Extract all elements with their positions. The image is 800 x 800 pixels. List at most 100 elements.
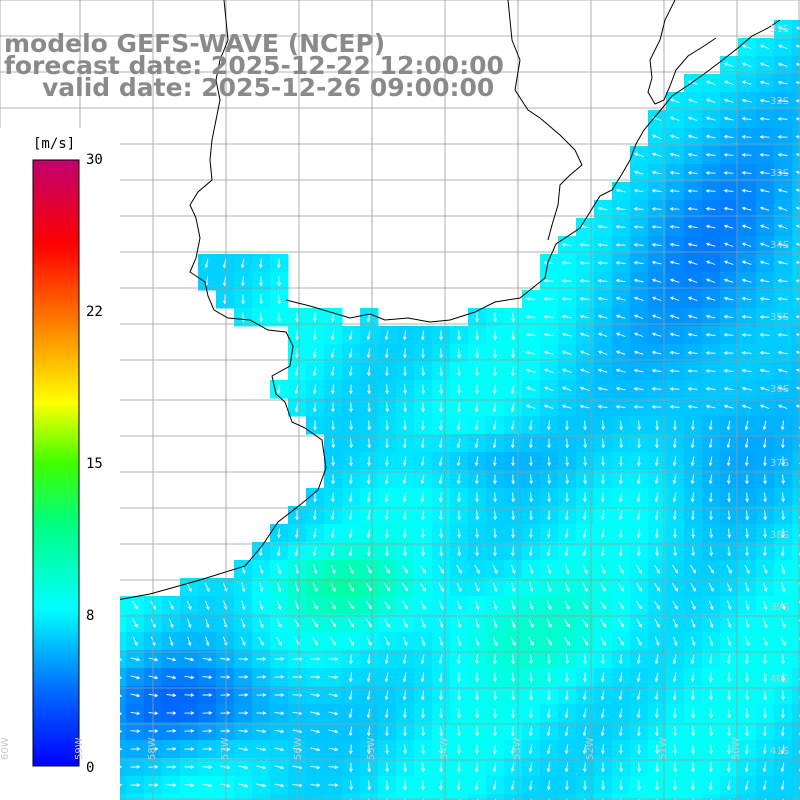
wind-arrow <box>759 170 770 175</box>
wind-arrow <box>795 314 800 319</box>
wind-arrow <box>727 744 731 755</box>
wind-arrow <box>168 600 174 610</box>
wind-arrow <box>294 402 299 413</box>
wind-arrow <box>687 314 698 319</box>
wind-arrow <box>705 296 716 301</box>
wind-arrow <box>691 744 696 755</box>
wind-arrow <box>529 582 534 593</box>
wind-arrow <box>511 510 516 521</box>
wind-arrow <box>420 654 425 665</box>
wind-arrow <box>690 672 695 683</box>
latitude-label: 38S <box>770 530 789 541</box>
wind-cell <box>324 794 343 800</box>
wind-arrow <box>777 117 788 121</box>
wind-arrow <box>691 636 696 647</box>
wind-arrow <box>781 474 786 485</box>
wind-arrow <box>597 314 608 319</box>
wind-cell <box>432 794 451 800</box>
wind-arrow <box>709 744 713 755</box>
wind-arrow <box>780 618 786 628</box>
wind-arrow <box>673 528 677 539</box>
wind-arrow <box>583 438 588 449</box>
wind-arrow <box>741 170 752 175</box>
wind-arrow <box>492 636 498 647</box>
wind-arrow <box>597 278 608 283</box>
wind-cell <box>792 398 800 417</box>
wind-arrow <box>564 726 569 737</box>
wind-arrow <box>741 296 752 301</box>
wind-arrow <box>564 690 569 701</box>
wind-arrow <box>331 420 335 431</box>
wind-arrow <box>403 546 407 557</box>
wind-arrow <box>705 369 716 373</box>
wind-arrow <box>276 636 282 646</box>
wind-arrow <box>403 780 407 791</box>
wind-arrow <box>310 711 321 716</box>
wind-arrow <box>475 312 479 323</box>
wind-arrow <box>328 711 339 716</box>
wind-arrow <box>745 528 750 539</box>
wind-arrow <box>565 654 570 665</box>
wind-arrow <box>348 330 353 341</box>
wind-arrow <box>744 420 749 431</box>
wind-arrow <box>259 564 264 575</box>
wind-arrow <box>597 368 608 373</box>
wind-arrow <box>475 690 480 701</box>
wind-arrow <box>723 260 734 265</box>
wind-cell <box>792 182 800 201</box>
wind-arrow <box>637 438 641 449</box>
wind-arrow <box>529 438 533 449</box>
wind-cell <box>792 794 800 800</box>
wind-arrow <box>439 708 443 719</box>
wind-arrow <box>439 528 444 539</box>
wind-arrow <box>529 528 533 539</box>
wind-arrow <box>759 224 770 229</box>
wind-arrow <box>457 618 462 629</box>
wind-arrow <box>132 618 138 628</box>
wind-arrow <box>705 278 716 283</box>
wind-arrow <box>330 384 335 395</box>
wind-arrow <box>618 690 623 701</box>
wind-cell <box>594 794 613 800</box>
wind-arrow <box>745 672 749 683</box>
longitude-labels: 60W 59W 58W 57W 56W 55W 54W 53W 52W 51W 50W <box>0 737 742 760</box>
wind-arrow <box>705 260 716 265</box>
wind-arrow <box>457 672 461 683</box>
wind-arrow <box>777 332 788 337</box>
wind-arrow <box>366 330 371 341</box>
wind-cell <box>792 434 800 453</box>
wind-arrow <box>601 762 605 773</box>
wind-arrow <box>777 368 788 373</box>
wind-arrow <box>726 456 731 467</box>
longitude-label: 55W <box>366 737 377 760</box>
wind-arrow <box>777 386 788 391</box>
wind-arrow <box>745 708 750 719</box>
wind-arrow <box>636 601 643 610</box>
wind-arrow <box>723 134 734 139</box>
wind-arrow <box>475 726 480 737</box>
wind-arrow <box>277 582 282 593</box>
wind-arrow <box>582 564 588 575</box>
wind-arrow <box>421 384 426 395</box>
wind-arrow <box>705 116 716 121</box>
wind-arrow <box>403 402 408 413</box>
wind-arrow <box>528 618 534 628</box>
wind-arrow <box>493 726 497 737</box>
wind-arrow <box>292 711 303 716</box>
wind-arrow <box>777 296 788 301</box>
wind-arrow <box>759 44 770 49</box>
wind-arrow <box>687 80 698 85</box>
wind-arrow <box>727 690 732 701</box>
wind-arrow <box>403 420 407 431</box>
wind-arrow <box>777 26 788 31</box>
wind-arrow <box>420 600 426 610</box>
wind-arrow <box>723 206 734 211</box>
wind-arrow <box>781 456 785 467</box>
wind-arrow <box>763 600 768 611</box>
wind-arrow <box>637 744 641 755</box>
wind-arrow <box>759 368 770 373</box>
wind-arrow <box>745 654 749 665</box>
wind-cell <box>792 164 800 183</box>
wind-arrow <box>220 765 231 770</box>
wind-cell <box>792 632 800 651</box>
